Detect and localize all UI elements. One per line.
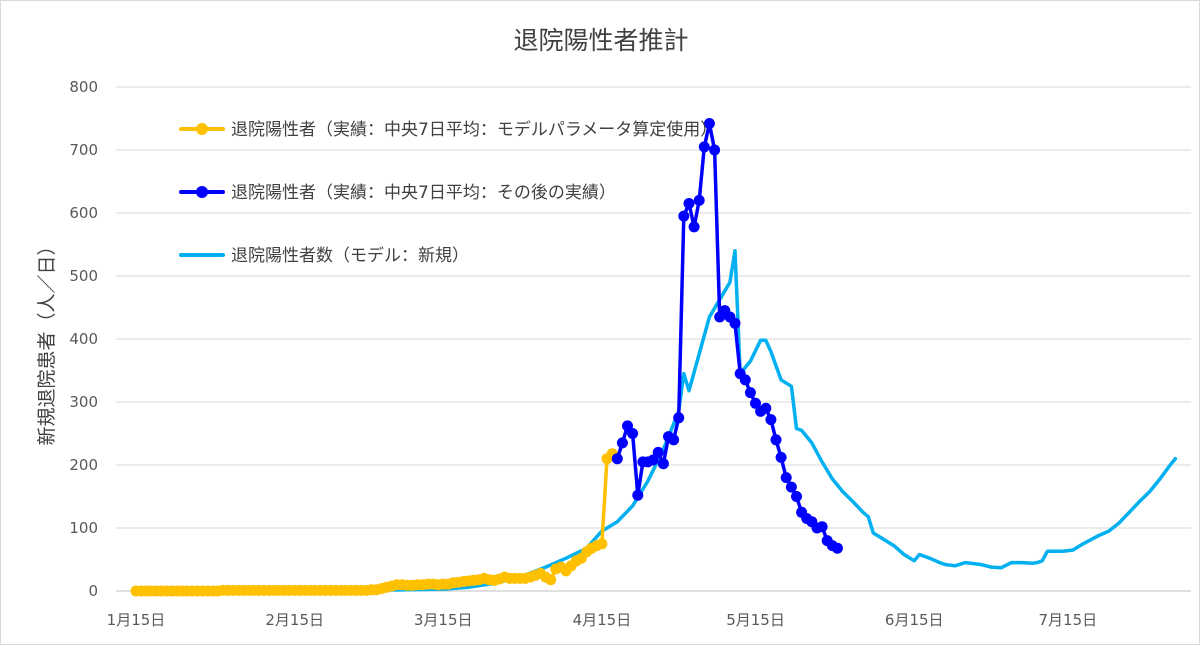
data-point xyxy=(703,118,715,129)
y-tick-label: 500 xyxy=(69,267,98,285)
data-point xyxy=(780,472,792,484)
series-line xyxy=(292,249,1178,593)
x-tick-labels: 1月15日 2月15日 3月15日 4月15日 5月15日 6月15日 7月15日 xyxy=(107,611,1097,629)
data-point xyxy=(698,141,710,153)
series-2 xyxy=(611,118,843,554)
data-point xyxy=(616,437,628,449)
data-point xyxy=(668,434,680,446)
x-tick-label: 3月15日 xyxy=(414,611,473,629)
series-line xyxy=(615,121,840,550)
x-tick-label: 5月15日 xyxy=(726,611,785,629)
series-layer xyxy=(130,118,1178,597)
y-tick-label: 300 xyxy=(69,393,98,411)
data-point xyxy=(693,194,705,206)
x-tick-label: 4月15日 xyxy=(573,611,632,629)
legend-label: 退院陽性者（実績：中央7日平均：モデルパラメータ算定使用） xyxy=(231,119,717,140)
y-tick-labels: 0 100 200 300 400 500 600 700 800 xyxy=(69,78,98,600)
data-point xyxy=(678,210,690,222)
data-point xyxy=(657,458,669,470)
data-point xyxy=(688,221,700,233)
legend-label: 退院陽性者（実績：中央7日平均：その後の実績） xyxy=(231,183,616,203)
y-tick-label: 800 xyxy=(69,78,98,96)
data-point xyxy=(765,414,777,426)
data-point xyxy=(729,317,741,329)
chart-title: 退院陽性者推計 xyxy=(513,26,688,55)
data-point xyxy=(760,402,772,414)
data-point xyxy=(632,489,644,501)
data-point xyxy=(770,434,782,446)
data-point xyxy=(652,446,664,458)
data-point xyxy=(791,491,802,502)
data-point xyxy=(744,387,756,399)
data-point xyxy=(596,538,608,550)
data-point xyxy=(739,374,751,386)
x-tick-label: 7月15日 xyxy=(1039,611,1098,629)
gridlines xyxy=(116,86,1191,592)
y-tick-label: 600 xyxy=(69,204,98,222)
legend-marker xyxy=(196,123,208,135)
y-tick-label: 400 xyxy=(69,330,98,348)
data-point xyxy=(683,198,695,209)
y-tick-label: 0 xyxy=(88,582,98,600)
data-point xyxy=(775,451,787,463)
legend-item-2: 退院陽性者（実績：中央7日平均：その後の実績） xyxy=(179,183,616,203)
data-point xyxy=(831,542,843,554)
legend-item-3: 退院陽性者数（モデル：新規） xyxy=(179,245,469,266)
x-tick-label: 6月15日 xyxy=(885,611,944,629)
legend-item-1: 退院陽性者（実績：中央7日平均：モデルパラメータ算定使用） xyxy=(179,119,717,140)
x-tick-label: 2月15日 xyxy=(265,611,324,629)
legend: 退院陽性者（実績：中央7日平均：モデルパラメータ算定使用） 退院陽性者（実績：中央… xyxy=(179,119,717,266)
y-tick-label: 200 xyxy=(69,456,98,474)
legend-label: 退院陽性者数（モデル：新規） xyxy=(231,245,469,266)
data-point xyxy=(545,574,557,586)
data-point xyxy=(709,144,721,156)
data-point xyxy=(627,428,639,439)
data-point xyxy=(785,481,797,493)
series-3 xyxy=(292,249,1178,593)
y-axis-label: 新規退院患者（人／日） xyxy=(36,236,58,445)
y-tick-label: 700 xyxy=(69,141,98,159)
x-tick-label: 1月15日 xyxy=(107,611,166,629)
data-point xyxy=(750,397,761,409)
series-1 xyxy=(130,448,618,597)
legend-marker xyxy=(196,186,208,198)
data-point xyxy=(673,412,685,424)
data-point xyxy=(816,521,828,533)
y-tick-label: 100 xyxy=(69,519,98,537)
data-point xyxy=(611,453,623,465)
